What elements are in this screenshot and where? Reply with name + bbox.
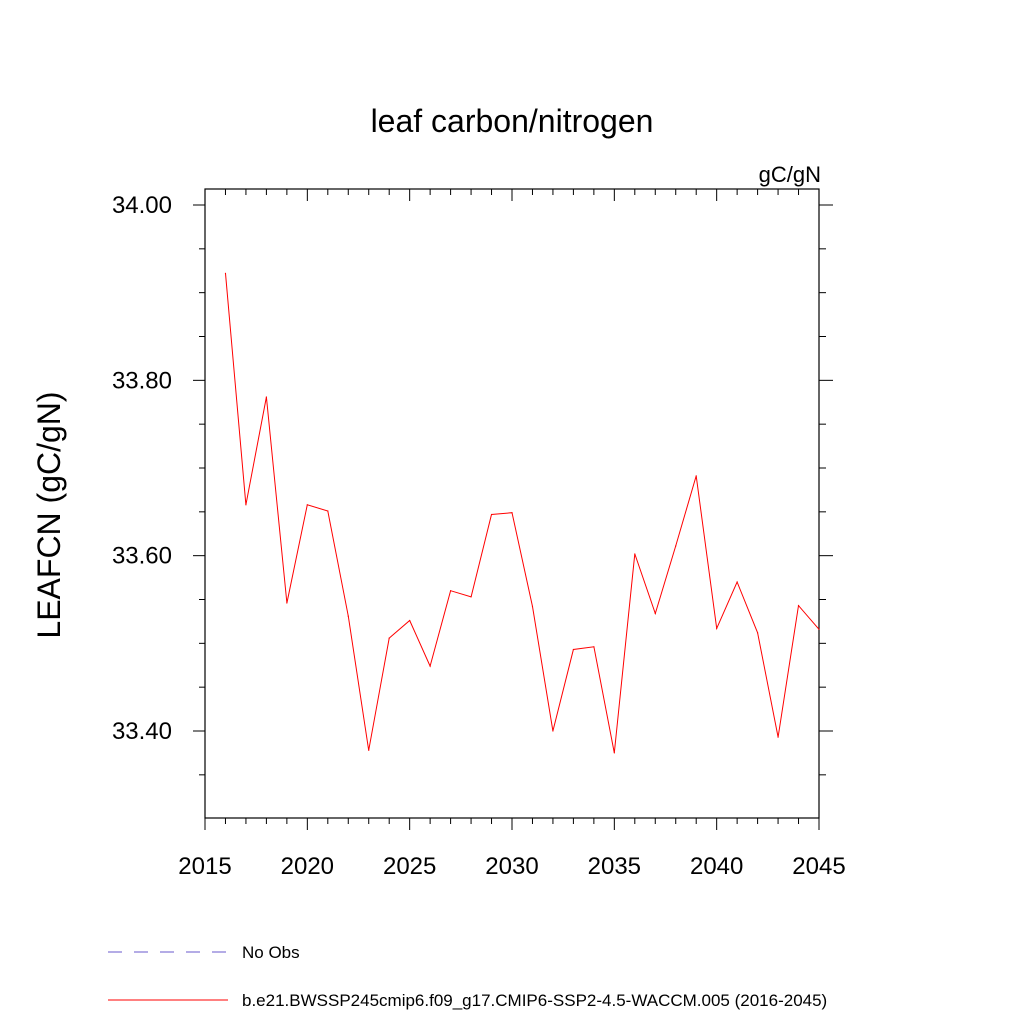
plot-frame <box>204 188 820 819</box>
data-point <box>634 553 636 555</box>
data-point <box>757 632 759 634</box>
series-line <box>225 273 820 753</box>
y-tick-label: 33.80 <box>112 367 172 394</box>
data-point <box>511 512 513 514</box>
x-tick-label: 2020 <box>281 853 334 880</box>
x-tick-label: 2015 <box>178 853 231 880</box>
data-point <box>777 736 779 738</box>
data-point <box>224 272 227 274</box>
data-point <box>675 545 677 547</box>
data-point <box>450 590 452 592</box>
y-tick-label: 33.40 <box>112 718 172 745</box>
data-point <box>695 475 697 477</box>
x-tick-label: 2025 <box>383 853 436 880</box>
data-point <box>245 504 247 506</box>
series-layer <box>224 272 820 754</box>
ticks-layer: 2015 2020 2025 2030 2035 2040 2045 33.40 33.60 33… <box>112 189 846 880</box>
x-tick-label: 2030 <box>485 853 538 880</box>
x-tick-label: 2040 <box>690 853 743 880</box>
data-point <box>716 627 718 630</box>
data-point <box>429 665 431 667</box>
legend: No Obs b.e21.BWSSP245cmip6.f09_g17.CMIP6… <box>108 943 827 1010</box>
data-point <box>572 648 575 651</box>
data-point <box>265 396 267 398</box>
data-point <box>654 612 656 615</box>
data-point <box>797 605 800 607</box>
legend-label-no-obs: No Obs <box>242 943 300 962</box>
legend-label-series: b.e21.BWSSP245cmip6.f09_g17.CMIP6-SSP2-4… <box>242 991 827 1010</box>
y-tick-label: 33.60 <box>112 543 172 570</box>
data-point <box>593 646 595 648</box>
data-point <box>306 504 308 506</box>
data-point <box>552 730 554 732</box>
y-tick-label: 34.00 <box>112 192 172 219</box>
data-point <box>286 602 288 604</box>
x-tick-label: 2045 <box>792 853 845 880</box>
data-point <box>409 619 411 622</box>
data-point <box>736 581 738 583</box>
data-point <box>470 596 472 598</box>
data-point <box>368 749 370 751</box>
x-tick-label: 2035 <box>588 853 641 880</box>
y-axis-label: LEAFCN (gC/gN) <box>31 391 67 638</box>
data-point <box>531 605 534 608</box>
data-point <box>388 637 390 639</box>
data-point <box>327 510 329 512</box>
chart-title: leaf carbon/nitrogen <box>371 103 654 139</box>
data-point <box>613 752 615 754</box>
data-point <box>347 615 349 617</box>
units-label: gC/gN <box>759 162 821 187</box>
data-point <box>490 513 493 516</box>
data-point <box>818 628 820 630</box>
